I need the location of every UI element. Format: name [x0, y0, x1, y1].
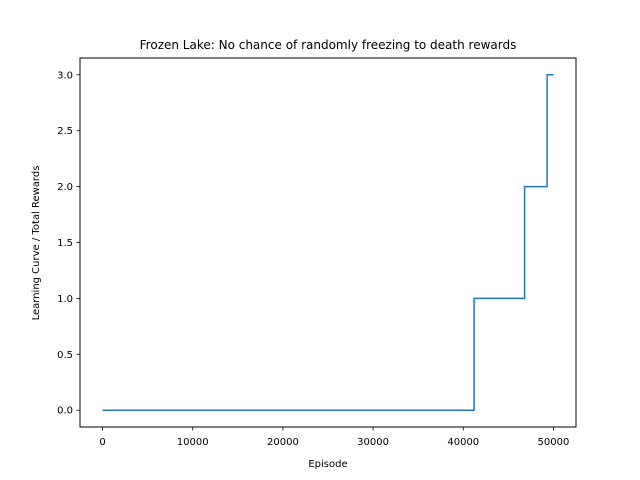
- y-tick-label: 2.0: [57, 182, 73, 193]
- y-tick-label: 2.5: [57, 126, 73, 137]
- y-axis-label: Learning Curve / Total Rewards: [31, 166, 42, 321]
- x-tick-label: 10000: [177, 437, 209, 448]
- x-tick-label: 20000: [267, 437, 299, 448]
- x-axis-label: Episode: [308, 459, 347, 470]
- x-axis-ticks: 0 10000 20000 30000 40000 50000: [99, 427, 569, 448]
- y-tick-label: 0.5: [57, 350, 73, 361]
- x-tick-label: 0: [99, 437, 105, 448]
- y-tick-label: 1.5: [57, 238, 73, 249]
- y-tick-label: 0.0: [57, 406, 73, 417]
- y-tick-label: 1.0: [57, 294, 73, 305]
- plot-series-group: [102, 74, 554, 411]
- x-tick-label: 40000: [447, 437, 479, 448]
- x-tick-label: 50000: [538, 437, 570, 448]
- x-tick-label: 30000: [357, 437, 389, 448]
- y-axis-ticks: 0.0 0.5 1.0 1.5 2.0 2.5 3.0: [57, 70, 80, 417]
- y-tick-label: 3.0: [57, 70, 73, 81]
- series-line-0: [102, 74, 554, 411]
- chart-title: Frozen Lake: No chance of randomly freez…: [140, 38, 517, 52]
